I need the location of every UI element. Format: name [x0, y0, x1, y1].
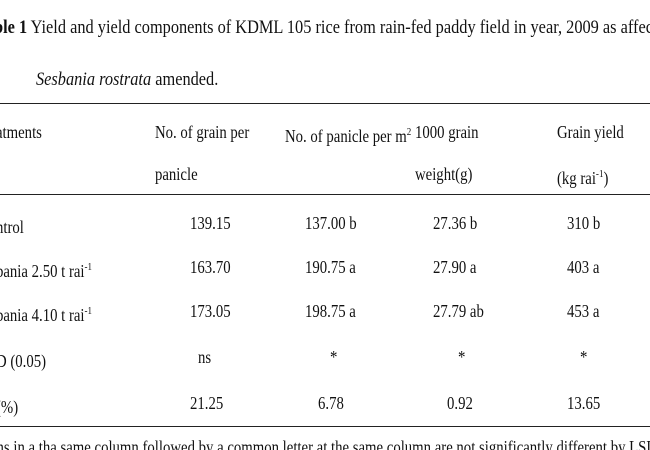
- caption-suffix: amended.: [151, 69, 219, 90]
- row-grain-weight: *: [458, 347, 466, 367]
- table-footnote: ans in a tha same column followed by a c…: [0, 437, 650, 450]
- row-grain-per-panicle: 21.25: [190, 393, 224, 413]
- header-grain-yield-line2: (kg rai-1): [557, 168, 609, 188]
- table-bottom-rule: [0, 426, 650, 427]
- row-panicle-per-m2: *: [330, 347, 338, 367]
- row-treatment: ntrol: [0, 217, 24, 237]
- row-grain-per-panicle: 163.70: [190, 257, 231, 277]
- row-grain-per-panicle: 139.15: [190, 213, 231, 233]
- row-grain-yield: *: [580, 347, 588, 367]
- header-1000-grain-line2: weight(g): [415, 164, 473, 184]
- header-grain-per-panicle-line1: No. of grain per: [155, 122, 250, 142]
- row-grain-per-panicle: ns: [198, 347, 212, 367]
- row-grain-yield: 13.65: [567, 393, 601, 413]
- header-grain-yield-line1: Grain yield: [557, 122, 624, 142]
- row-grain-yield: 310 b: [567, 213, 601, 233]
- row-treatment: bania 2.50 t rai-1: [0, 261, 93, 281]
- header-panicle-per-m2: No. of panicle per m2: [285, 126, 412, 146]
- row-treatment: D (0.05): [0, 351, 47, 371]
- caption-species: Sesbania rostrata: [36, 69, 152, 90]
- header-bottom-rule: [0, 194, 650, 195]
- row-grain-weight: 27.90 a: [433, 257, 477, 277]
- row-panicle-per-m2: 198.75 a: [305, 301, 356, 321]
- table-top-rule: [0, 103, 650, 104]
- caption-text: Yield and yield components of KDML 105 r…: [27, 17, 650, 38]
- row-treatment: (%): [0, 397, 19, 417]
- table-label: ble 1: [0, 17, 28, 38]
- row-grain-weight: 27.79 ab: [433, 301, 484, 321]
- row-grain-yield: 453 a: [567, 301, 600, 321]
- header-grain-per-panicle-line2: panicle: [155, 164, 198, 184]
- row-panicle-per-m2: 190.75 a: [305, 257, 356, 277]
- row-treatment: bania 4.10 t rai-1: [0, 305, 93, 325]
- row-grain-per-panicle: 173.05: [190, 301, 231, 321]
- row-grain-weight: 0.92: [447, 393, 473, 413]
- header-treatments: atments: [0, 122, 42, 142]
- table-caption: ble 1 Yield and yield components of KDML…: [0, 16, 650, 40]
- row-panicle-per-m2: 137.00 b: [305, 213, 357, 233]
- row-grain-weight: 27.36 b: [433, 213, 478, 233]
- row-panicle-per-m2: 6.78: [318, 393, 344, 413]
- table-caption-line2: Sesbania rostrata amended.: [36, 68, 218, 92]
- header-1000-grain-line1: 1000 grain: [415, 122, 479, 142]
- row-grain-yield: 403 a: [567, 257, 600, 277]
